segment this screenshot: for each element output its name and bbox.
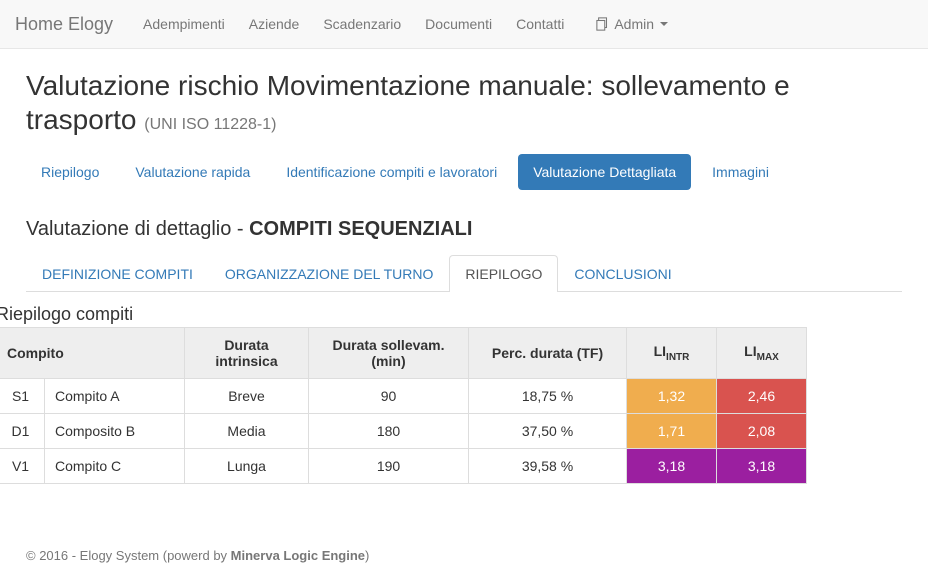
nav-item-1[interactable]: Aziende: [237, 8, 312, 40]
nav-pills: RiepilogoValutazione rapidaIdentificazio…: [26, 154, 902, 190]
section-title-bold: COMPITI SEQUENZIALI: [249, 218, 472, 240]
cell-li-intr: 3,18: [627, 449, 717, 484]
navbar-brand[interactable]: Home Elogy: [15, 14, 113, 35]
cell-durata-soll: 180: [309, 414, 469, 449]
tab-0[interactable]: DEFINIZIONE COMPITI: [26, 255, 209, 292]
cell-perc: 18,75 %: [469, 379, 627, 414]
nav-item-3[interactable]: Documenti: [413, 8, 504, 40]
pill-3[interactable]: Valutazione Dettagliata: [518, 154, 691, 190]
summary-table: Compito Durata intrinsica Durata solleva…: [0, 327, 807, 484]
page-title-main: Valutazione rischio Movimentazione manua…: [26, 70, 790, 135]
cell-li-max: 2,08: [717, 414, 807, 449]
copy-icon: [596, 17, 610, 31]
caret-down-icon: [660, 22, 668, 26]
cell-li-intr: 1,32: [627, 379, 717, 414]
th-durata-intr: Durata intrinsica: [185, 328, 309, 379]
cell-name: Compito C: [45, 449, 185, 484]
page-title: Valutazione rischio Movimentazione manua…: [26, 69, 902, 136]
cell-code: V1: [0, 449, 45, 484]
section-title: Valutazione di dettaglio - COMPITI SEQUE…: [26, 218, 902, 241]
nav-admin-dropdown[interactable]: Admin: [584, 8, 680, 40]
table-row: V1Compito CLunga19039,58 %3,183,18: [0, 449, 807, 484]
nav-admin-label: Admin: [614, 16, 654, 32]
cell-durata-intr: Breve: [185, 379, 309, 414]
cell-name: Compito A: [45, 379, 185, 414]
footer-prefix: © 2016 - Elogy System (powerd by: [26, 548, 231, 563]
section-title-prefix: Valutazione di dettaglio -: [26, 218, 249, 240]
cell-li-max: 2,46: [717, 379, 807, 414]
th-compito: Compito: [0, 328, 185, 379]
tab-3[interactable]: CONCLUSIONI: [558, 255, 687, 292]
table-title: Riepilogo compiti: [0, 304, 928, 325]
cell-code: S1: [0, 379, 45, 414]
tab-2[interactable]: RIEPILOGO: [449, 255, 558, 292]
cell-code: D1: [0, 414, 45, 449]
nav-tabs: DEFINIZIONE COMPITIORGANIZZAZIONE DEL TU…: [26, 255, 902, 292]
navbar: Home Elogy AdempimentiAziendeScadenzario…: [0, 0, 928, 49]
th-li-max: LIMAX: [717, 328, 807, 379]
cell-durata-soll: 90: [309, 379, 469, 414]
nav-item-0[interactable]: Adempimenti: [131, 8, 237, 40]
table-row: D1Composito BMedia18037,50 %1,712,08: [0, 414, 807, 449]
cell-li-intr: 1,71: [627, 414, 717, 449]
cell-perc: 37,50 %: [469, 414, 627, 449]
pill-0[interactable]: Riepilogo: [26, 154, 114, 190]
cell-perc: 39,58 %: [469, 449, 627, 484]
pill-4[interactable]: Immagini: [697, 154, 784, 190]
cell-name: Composito B: [45, 414, 185, 449]
nav-item-4[interactable]: Contatti: [504, 8, 576, 40]
pill-2[interactable]: Identificazione compiti e lavoratori: [271, 154, 512, 190]
th-durata-soll: Durata sollevam. (min): [309, 328, 469, 379]
th-li-intr: LIINTR: [627, 328, 717, 379]
cell-durata-soll: 190: [309, 449, 469, 484]
nav-item-2[interactable]: Scadenzario: [311, 8, 413, 40]
th-perc: Perc. durata (TF): [469, 328, 627, 379]
footer-suffix: ): [365, 548, 369, 563]
cell-li-max: 3,18: [717, 449, 807, 484]
tab-1[interactable]: ORGANIZZAZIONE DEL TURNO: [209, 255, 449, 292]
cell-durata-intr: Media: [185, 414, 309, 449]
pill-1[interactable]: Valutazione rapida: [120, 154, 265, 190]
table-row: S1Compito ABreve9018,75 %1,322,46: [0, 379, 807, 414]
cell-durata-intr: Lunga: [185, 449, 309, 484]
page-title-suffix: (UNI ISO 11228-1): [144, 116, 276, 133]
footer-engine: Minerva Logic Engine: [231, 548, 365, 563]
